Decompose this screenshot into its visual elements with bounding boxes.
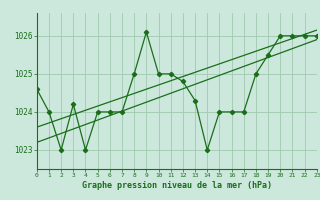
X-axis label: Graphe pression niveau de la mer (hPa): Graphe pression niveau de la mer (hPa) [82, 181, 272, 190]
